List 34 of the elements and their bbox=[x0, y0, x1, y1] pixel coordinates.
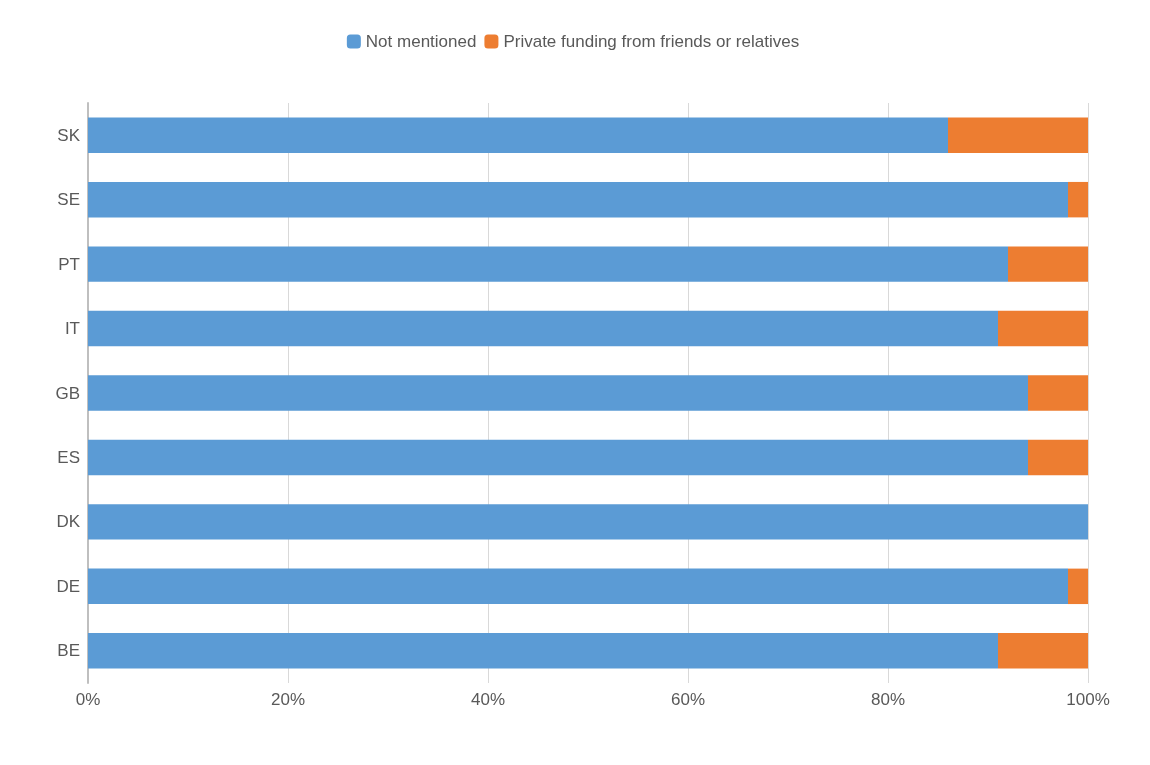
bar bbox=[88, 375, 1028, 411]
y-tick-label: DE bbox=[56, 576, 80, 596]
y-tick-label: IT bbox=[64, 319, 80, 339]
bar bbox=[1028, 375, 1088, 411]
bar bbox=[88, 117, 948, 153]
y-tick-label: DK bbox=[56, 512, 81, 532]
bar bbox=[998, 310, 1088, 347]
bar bbox=[88, 439, 1028, 476]
y-tick-label: ES bbox=[57, 447, 80, 467]
x-tick-label: 80% bbox=[870, 690, 906, 709]
bar bbox=[88, 633, 998, 669]
bar bbox=[1008, 246, 1088, 282]
y-tick-label: BE bbox=[57, 641, 80, 661]
bar bbox=[1068, 181, 1088, 218]
bar bbox=[948, 117, 1088, 153]
legend-label: Private funding from friends or relatives bbox=[503, 32, 800, 51]
x-tick-label: 20% bbox=[270, 690, 306, 709]
y-tick-label: PT bbox=[58, 254, 80, 274]
x-tick-label: 0% bbox=[75, 690, 101, 709]
legend-label: Not mentioned bbox=[365, 32, 477, 51]
bar bbox=[88, 568, 1068, 605]
bar bbox=[88, 310, 998, 347]
y-tick-label: GB bbox=[55, 383, 80, 403]
x-tick-label: 60% bbox=[670, 690, 706, 709]
bar bbox=[1028, 439, 1088, 476]
bar bbox=[88, 246, 1008, 282]
bar bbox=[998, 633, 1088, 669]
y-tick-label: SK bbox=[57, 125, 81, 145]
bar bbox=[88, 504, 1088, 540]
bar bbox=[88, 181, 1068, 218]
y-tick-label: SE bbox=[57, 190, 80, 210]
x-tick-label: 100% bbox=[1066, 690, 1110, 709]
bar bbox=[1068, 568, 1088, 605]
x-tick-label: 40% bbox=[470, 690, 506, 709]
